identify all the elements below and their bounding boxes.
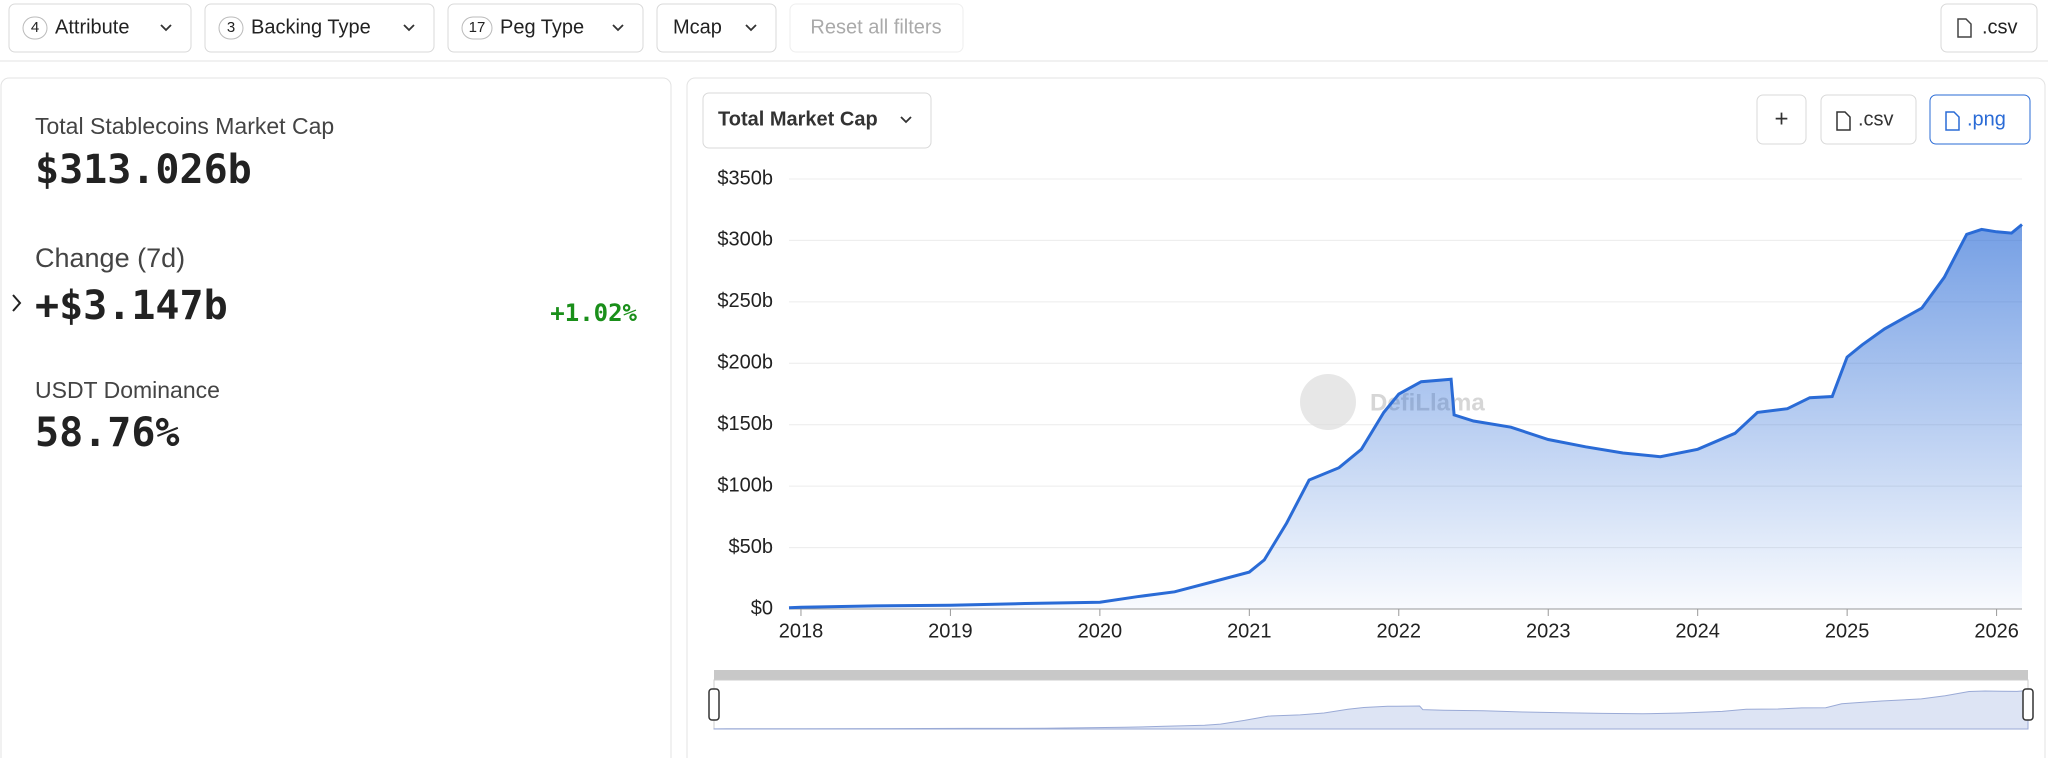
slider-bar[interactable] [714, 670, 2028, 680]
stat-value: +$3.147b [35, 283, 228, 329]
slider-handle[interactable] [2022, 688, 2034, 721]
y-tick-label: $250b [717, 290, 773, 312]
x-tick-label: 2026 [1974, 620, 2019, 642]
filter-label: Backing Type [251, 16, 371, 38]
y-tick-label: $200b [717, 352, 773, 374]
expand-icon[interactable] [12, 294, 22, 312]
y-tick-label: $50b [729, 536, 774, 558]
stat-change: +1.02% [550, 299, 637, 327]
reset-button[interactable] [789, 3, 964, 53]
filter-count-text: 4 [31, 19, 39, 36]
x-tick-label: 2020 [1078, 620, 1123, 642]
file-icon [1957, 18, 1972, 38]
filter-count [22, 16, 48, 40]
chevron [160, 24, 172, 32]
chart-select[interactable] [702, 92, 932, 149]
filter-count [218, 16, 244, 40]
y-tick-label: $300b [717, 229, 773, 251]
filter-label: Peg Type [500, 16, 584, 38]
stat-value: $313.026b [35, 147, 252, 193]
filter-count-text: 3 [227, 19, 235, 36]
stat-label: Total Stablecoins Market Cap [35, 113, 334, 139]
csv-label: .csv [1982, 16, 2018, 38]
x-tick-label: 2022 [1377, 620, 1422, 642]
watermark-logo [1300, 374, 1356, 430]
chart-button[interactable] [1820, 94, 1917, 145]
stat-value: 58.76% [35, 410, 180, 456]
filter-count [461, 16, 493, 40]
reset-label: Reset all filters [810, 16, 941, 38]
x-tick-label: 2021 [1227, 620, 1272, 642]
chart-button-label: + [1774, 105, 1788, 132]
filter-button[interactable] [204, 3, 435, 53]
chart-select-label: Total Market Cap [718, 108, 878, 130]
slider-handle[interactable] [708, 688, 720, 721]
y-tick-label: $100b [717, 474, 773, 496]
filter-label: Attribute [55, 16, 129, 38]
csv-button[interactable] [1940, 3, 2038, 53]
chart-button-label: .csv [1858, 108, 1894, 130]
y-tick-label: $350b [717, 167, 773, 189]
line [788, 223, 2023, 610]
file-icon [1836, 111, 1851, 131]
chevron [612, 24, 624, 32]
file-icon [1945, 111, 1960, 131]
stats-panel [0, 77, 672, 758]
area [789, 224, 2022, 609]
filter-button[interactable] [656, 3, 777, 53]
filter-button[interactable] [8, 3, 192, 53]
chevron [900, 116, 912, 124]
x-tick-label: 2019 [928, 620, 973, 642]
stat-label: USDT Dominance [35, 377, 220, 403]
chevron [403, 24, 415, 32]
chart-button-label: .png [1967, 108, 2006, 130]
x-tick-label: 2023 [1526, 620, 1571, 642]
y-tick-label: $0 [751, 597, 773, 619]
filter-count-text: 17 [469, 19, 486, 36]
chevron [745, 24, 757, 32]
chart-button[interactable] [1929, 94, 2031, 145]
x-tick-label: 2024 [1675, 620, 1720, 642]
x-tick-label: 2025 [1825, 620, 1870, 642]
y-tick-label: $150b [717, 413, 773, 435]
stat-label: Change (7d) [35, 243, 185, 273]
filter-button[interactable] [447, 3, 644, 53]
x-tick-label: 2018 [779, 620, 824, 642]
chart-button[interactable] [1756, 94, 1807, 145]
slider-preview [713, 689, 2029, 730]
filter-label: Mcap [673, 16, 722, 38]
